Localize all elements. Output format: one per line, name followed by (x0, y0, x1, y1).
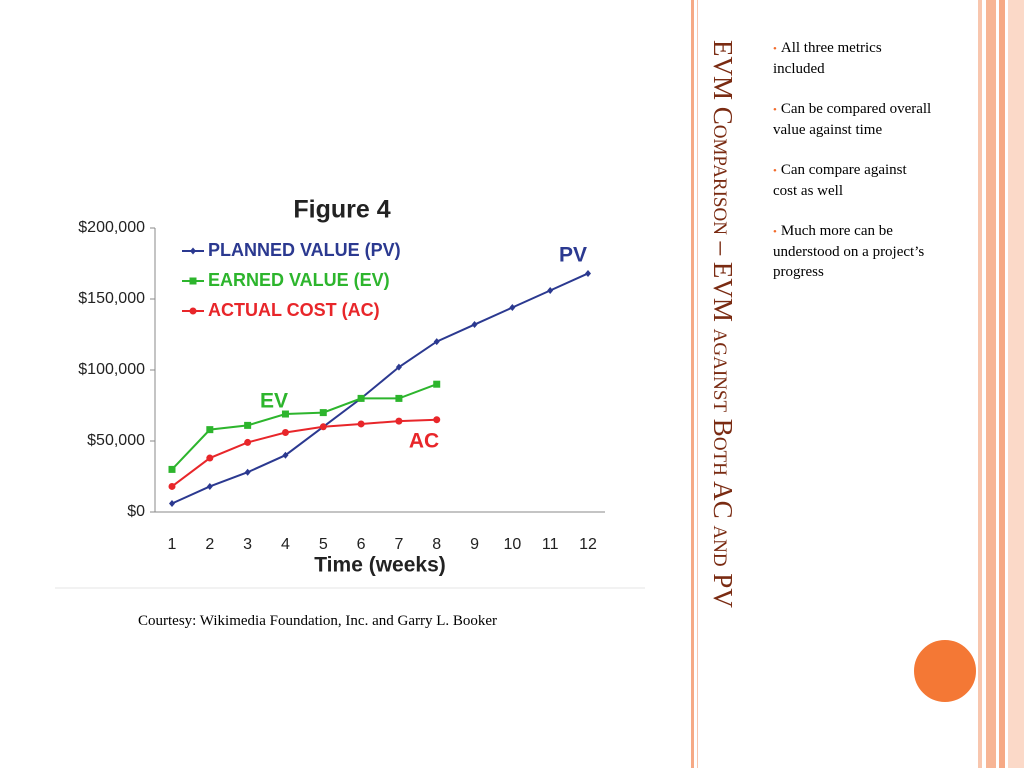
marker (357, 420, 365, 428)
plot-area (155, 228, 605, 512)
slide-title: EVM Comparison – EVM against Both AC and… (708, 40, 738, 608)
legend-label: EARNED VALUE (EV) (208, 270, 390, 290)
marker (585, 269, 591, 277)
series-line (171, 272, 589, 505)
y-tick-label: $50,000 (87, 432, 145, 449)
marker (395, 363, 402, 371)
x-tick-label: 2 (205, 536, 214, 553)
marker (281, 410, 289, 418)
bullet: Can be compared overall value against ti… (773, 99, 933, 140)
y-tick-label: $200,000 (78, 219, 145, 236)
bullet: All three metrics included (773, 38, 933, 79)
marker (433, 416, 441, 424)
x-tick-label: 5 (319, 536, 328, 553)
legend-label: ACTUAL COST (AC) (208, 300, 380, 320)
marker (433, 380, 441, 388)
marker (244, 468, 251, 476)
series-line (171, 383, 438, 471)
x-tick-label: 4 (281, 536, 290, 553)
marker (244, 438, 252, 446)
stripe (978, 0, 982, 768)
annotation: EV (260, 390, 288, 413)
marker (282, 451, 289, 459)
marker (169, 499, 175, 507)
annotation: AC (409, 430, 439, 453)
marker (206, 426, 214, 434)
x-tick-label: 12 (579, 536, 597, 553)
marker (395, 394, 403, 402)
bullet: Much more can be understood on a project… (773, 221, 933, 282)
marker (190, 247, 196, 255)
marker (509, 304, 516, 312)
marker (206, 482, 213, 490)
y-tick-label: $150,000 (78, 290, 145, 307)
marker (433, 338, 440, 346)
marker (471, 321, 478, 329)
x-tick-label: 7 (394, 536, 403, 553)
series-line (171, 418, 437, 488)
stripe (986, 0, 996, 768)
marker (244, 421, 252, 429)
x-tick-label: 1 (168, 536, 177, 553)
marker (281, 428, 289, 436)
x-axis-label: Time (weeks) (314, 554, 446, 577)
y-tick-label: $0 (127, 503, 145, 520)
chart-title: Figure 4 (293, 196, 390, 224)
marker (168, 482, 176, 490)
caption: Courtesy: Wikimedia Foundation, Inc. and… (138, 613, 498, 629)
annotation: PV (559, 244, 587, 267)
bullet-list: All three metrics included Can be compare… (773, 38, 933, 302)
chart: Figure 4 Time (weeks) $0 $50,000 $100,000 $… (55, 196, 645, 589)
bullet: Can compare against cost as well (773, 160, 933, 201)
stripe (1008, 0, 1024, 768)
x-tick-label: 11 (542, 536, 559, 553)
legend-label: PLANNED VALUE (PV) (208, 240, 401, 260)
stripe (697, 0, 698, 768)
x-tick-label: 3 (243, 536, 252, 553)
x-tick-label: 10 (503, 536, 521, 553)
marker (357, 394, 365, 402)
marker (319, 423, 327, 431)
marker (189, 307, 197, 315)
marker (206, 454, 214, 462)
marker (189, 277, 197, 285)
marker (547, 286, 554, 294)
circle-decoration (913, 639, 977, 703)
marker (395, 417, 403, 425)
marker (168, 465, 176, 473)
x-tick-label: 9 (470, 536, 479, 553)
marker (319, 409, 327, 417)
y-tick-label: $100,000 (78, 361, 145, 378)
x-tick-label: 6 (357, 536, 366, 553)
stripe (999, 0, 1005, 768)
x-tick-label: 8 (432, 536, 441, 553)
stripe (691, 0, 694, 768)
